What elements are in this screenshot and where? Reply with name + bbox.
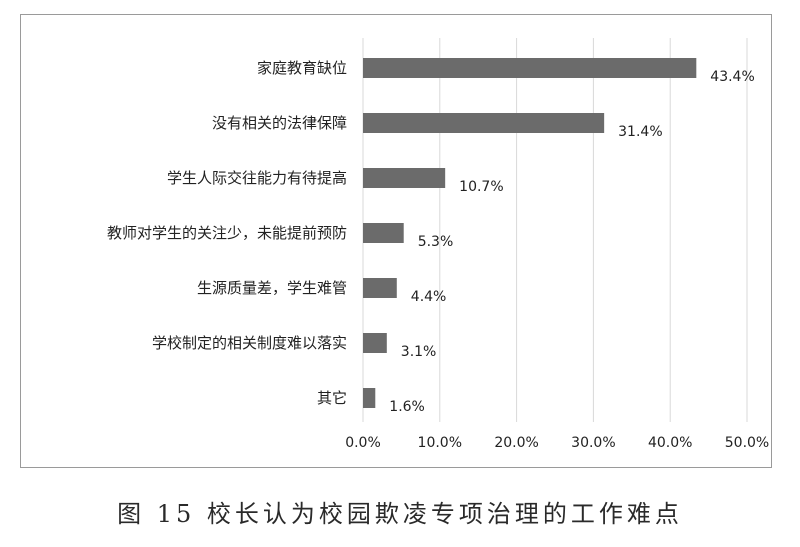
x-tick-label: 30.0% (571, 435, 615, 451)
bar-chart: 0.0% 10.0% 20.0% 30.0% 40.0% 50.0% 家庭教育缺位 43.4%… (107, 38, 769, 451)
category-label: 没有相关的法律保障 (212, 114, 347, 132)
category-label: 其它 (317, 389, 347, 407)
category-label: 学生人际交往能力有待提高 (167, 169, 347, 187)
category-label: 学校制定的相关制度难以落实 (152, 334, 347, 352)
bar (363, 278, 397, 298)
data-label: 10.7% (459, 179, 503, 195)
figure-caption: 图 15 校长认为校园欺凌专项治理的工作难点 (117, 500, 683, 528)
data-label: 5.3% (418, 234, 454, 250)
data-label: 4.4% (411, 289, 447, 305)
bar (363, 333, 387, 353)
data-label: 43.4% (710, 69, 754, 85)
data-label: 1.6% (389, 399, 425, 415)
x-tick-label: 10.0% (418, 435, 462, 451)
data-label: 31.4% (618, 124, 662, 140)
bar (363, 113, 605, 133)
bar (363, 223, 404, 243)
category-label: 生源质量差，学生难管 (197, 279, 347, 297)
bar (363, 388, 376, 408)
bar (363, 58, 697, 78)
x-tick-label: 50.0% (725, 435, 769, 451)
category-label: 家庭教育缺位 (257, 59, 347, 77)
x-tick-label: 40.0% (648, 435, 692, 451)
data-label: 3.1% (401, 344, 437, 360)
bar (363, 168, 446, 188)
x-tick-label: 20.0% (494, 435, 538, 451)
chart-frame: 0.0% 10.0% 20.0% 30.0% 40.0% 50.0% 家庭教育缺位 43.4%… (20, 14, 772, 468)
category-label: 教师对学生的关注少，未能提前预防 (107, 224, 347, 242)
x-tick-label: 0.0% (345, 435, 381, 451)
